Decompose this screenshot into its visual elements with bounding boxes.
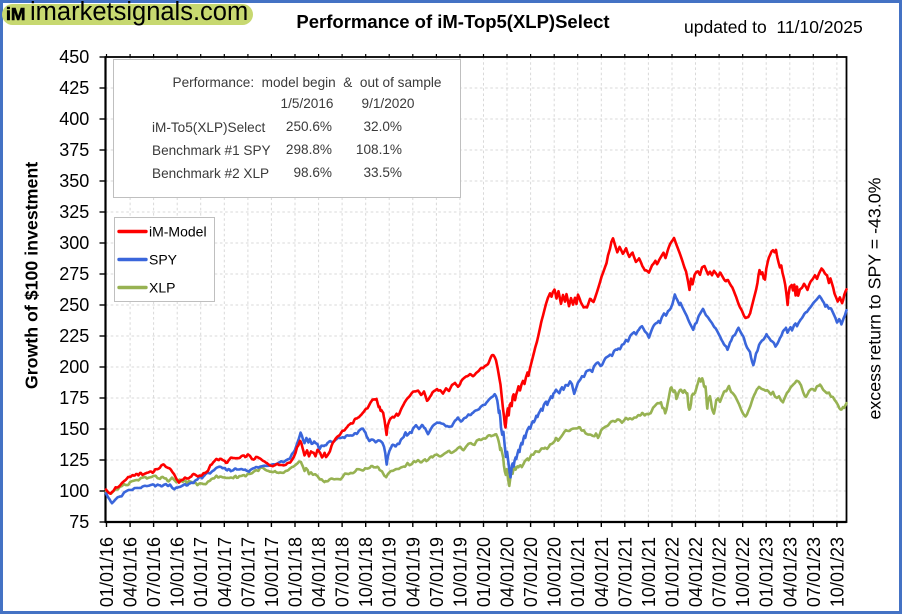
svg-text:300: 300 (59, 233, 89, 253)
svg-text:07/01/22: 07/01/22 (710, 537, 730, 607)
svg-text:04/01/21: 04/01/21 (592, 537, 612, 607)
svg-text:01/01/17: 01/01/17 (191, 537, 211, 607)
svg-text:XLP: XLP (149, 280, 175, 296)
svg-text:350: 350 (59, 171, 89, 191)
svg-text:04/01/22: 04/01/22 (686, 537, 706, 607)
svg-text:450: 450 (59, 47, 89, 67)
svg-text:07/01/19: 07/01/19 (427, 537, 447, 607)
svg-text:10/01/18: 10/01/18 (356, 537, 376, 607)
svg-text:75: 75 (69, 512, 89, 532)
svg-text:07/01/21: 07/01/21 (615, 537, 635, 607)
svg-text:07/01/17: 07/01/17 (238, 537, 258, 607)
svg-text:375: 375 (59, 140, 89, 160)
svg-text:04/01/20: 04/01/20 (498, 537, 518, 607)
svg-text:10/01/22: 10/01/22 (733, 537, 753, 607)
svg-text:125: 125 (59, 450, 89, 470)
svg-text:07/01/16: 07/01/16 (144, 537, 164, 607)
svg-text:07/01/23: 07/01/23 (804, 537, 824, 607)
svg-text:150: 150 (59, 419, 89, 439)
svg-text:04/01/16: 04/01/16 (121, 537, 141, 607)
svg-text:04/01/17: 04/01/17 (215, 537, 235, 607)
svg-text:07/01/18: 07/01/18 (333, 537, 353, 607)
svg-text:275: 275 (59, 264, 89, 284)
svg-text:10/01/23: 10/01/23 (827, 537, 847, 607)
svg-text:200: 200 (59, 357, 89, 377)
svg-text:01/01/23: 01/01/23 (757, 537, 777, 607)
svg-text:10/01/19: 10/01/19 (450, 537, 470, 607)
svg-text:04/01/19: 04/01/19 (403, 537, 423, 607)
svg-text:425: 425 (59, 78, 89, 98)
svg-text:01/01/18: 01/01/18 (286, 537, 306, 607)
svg-text:10/01/20: 10/01/20 (545, 537, 565, 607)
svg-text:400: 400 (59, 109, 89, 129)
svg-text:175: 175 (59, 388, 89, 408)
svg-text:10/01/16: 10/01/16 (168, 537, 188, 607)
svg-text:325: 325 (59, 202, 89, 222)
svg-text:01/01/22: 01/01/22 (663, 537, 683, 607)
svg-text:01/01/19: 01/01/19 (380, 537, 400, 607)
svg-text:10/01/21: 10/01/21 (639, 537, 659, 607)
svg-text:07/01/20: 07/01/20 (521, 537, 541, 607)
svg-text:SPY: SPY (149, 252, 178, 268)
svg-text:iM-Model: iM-Model (149, 224, 207, 240)
svg-text:01/01/16: 01/01/16 (97, 537, 117, 607)
svg-text:250: 250 (59, 295, 89, 315)
svg-text:225: 225 (59, 326, 89, 346)
svg-text:04/01/23: 04/01/23 (780, 537, 800, 607)
svg-text:01/01/20: 01/01/20 (474, 537, 494, 607)
svg-text:01/01/21: 01/01/21 (568, 537, 588, 607)
svg-text:100: 100 (59, 481, 89, 501)
svg-text:10/01/17: 10/01/17 (262, 537, 282, 607)
svg-text:04/01/18: 04/01/18 (309, 537, 329, 607)
